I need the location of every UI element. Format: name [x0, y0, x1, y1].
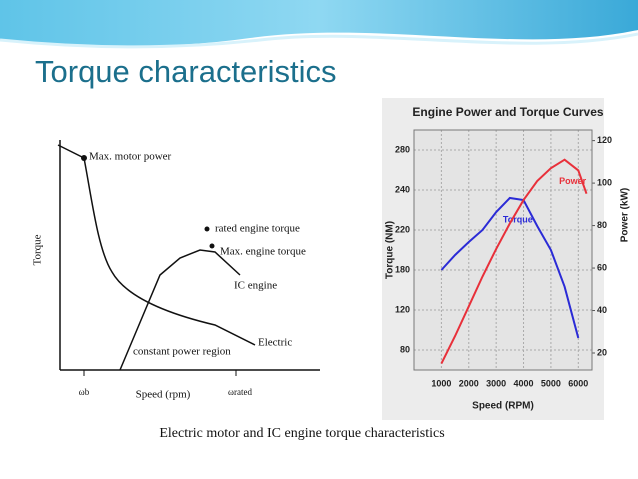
x-tick-label: ωb: [79, 387, 90, 397]
x-axis-label: Speed (rpm): [136, 389, 191, 401]
series-label: Torque: [503, 214, 533, 224]
label: rated engine torque: [215, 223, 300, 235]
x-tick-label: 5000: [541, 378, 561, 388]
y2-tick-label: 100: [597, 177, 612, 187]
plot-frame: [413, 129, 593, 371]
y2-tick-label: 120: [597, 135, 612, 145]
y-tick-label: 220: [395, 224, 410, 234]
x-tick-label: 1000: [431, 378, 451, 388]
electric-curve: [57, 144, 256, 346]
x-tick-label: 4000: [514, 378, 534, 388]
plot-area: [414, 130, 592, 370]
y-tick-label: 180: [395, 264, 410, 274]
y-tick-label: 240: [395, 184, 410, 194]
torque-diagram: Torque Max. motor power rated engine tor…: [32, 100, 340, 405]
y2-axis-label: Power (kW): [620, 188, 631, 242]
y-tick-label: 280: [395, 144, 410, 154]
x-tick-label: ωrated: [228, 387, 252, 397]
label: Max. engine torque: [220, 246, 306, 258]
x-tick-label: 2000: [459, 378, 479, 388]
series-line: [440, 158, 588, 365]
x-tick-label: 6000: [568, 378, 588, 388]
point: [209, 243, 215, 249]
point: [204, 226, 210, 232]
slide-title: Torque characteristics: [35, 54, 337, 89]
label: Electric: [258, 337, 292, 349]
header-line: [0, 32, 638, 49]
y2-tick-label: 60: [597, 262, 607, 272]
point: [81, 155, 87, 161]
y2-tick-label: 40: [597, 305, 607, 315]
ic-engine-curve: [119, 249, 241, 371]
x-tick-label: 3000: [486, 378, 506, 388]
label: IC engine: [234, 280, 277, 292]
y2-tick-label: 20: [597, 347, 607, 357]
chart-title: Engine Power and Torque Curves: [412, 105, 603, 119]
label: Max. motor power: [89, 151, 172, 163]
y-tick-label: 80: [400, 344, 410, 354]
engine-chart: Engine Power and Torque Curves 80 120 180 2…: [382, 98, 631, 420]
header-wave: [0, 0, 638, 47]
y2-tick-label: 80: [597, 220, 607, 230]
series-label: Power: [559, 176, 587, 186]
y-axis-label: Torque: [32, 234, 44, 265]
y-axis-label: Torque (NM): [385, 221, 396, 279]
label: constant power region: [133, 346, 231, 358]
series-line: [440, 196, 580, 339]
caption: Electric motor and IC engine torque char…: [159, 426, 444, 441]
x-axis-label: Speed (RPM): [472, 401, 534, 412]
y-tick-label: 120: [395, 304, 410, 314]
diagram-panel: [40, 100, 340, 405]
